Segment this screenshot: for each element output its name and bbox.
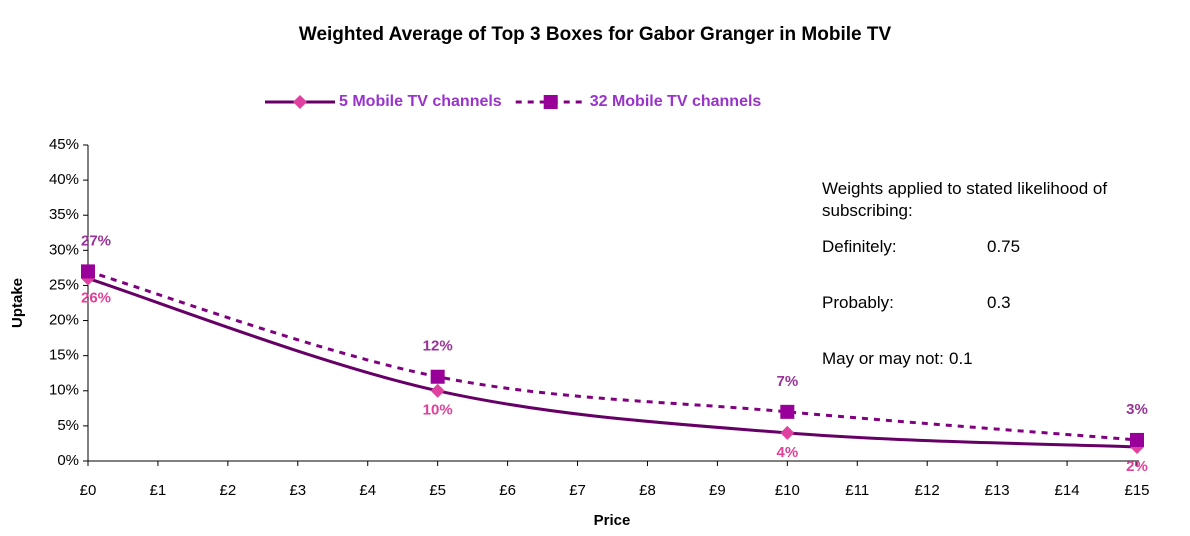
marker — [780, 404, 795, 419]
x-tick-label: £1 — [150, 482, 167, 499]
legend-marker — [293, 95, 307, 109]
x-tick-label: £6 — [499, 482, 516, 499]
x-tick-label: £10 — [775, 482, 800, 499]
weight-label: May or may not: — [822, 349, 944, 368]
data-label: 3% — [1126, 401, 1148, 418]
x-tick-label: £8 — [639, 482, 656, 499]
data-label: 10% — [423, 402, 453, 419]
y-tick-label: 5% — [57, 417, 79, 434]
data-label: 26% — [81, 289, 111, 306]
chart-title: Weighted Average of Top 3 Boxes for Gabo… — [299, 24, 892, 45]
x-tick-label: £2 — [220, 482, 237, 499]
y-tick-label: 45% — [49, 136, 79, 153]
data-label: 27% — [81, 232, 111, 249]
marker — [430, 383, 445, 398]
y-tick-label: 30% — [49, 241, 79, 258]
x-tick-label: £12 — [915, 482, 940, 499]
marker — [430, 369, 445, 384]
x-tick-label: £13 — [985, 482, 1010, 499]
weight-label: Probably: — [822, 293, 894, 312]
weight-label: Definitely: — [822, 237, 897, 256]
x-tick-label: £15 — [1124, 482, 1149, 499]
marker — [81, 264, 95, 279]
x-tick-label: £3 — [289, 482, 306, 499]
series-line — [87, 276, 1138, 449]
series-line — [87, 269, 1138, 442]
legend-marker — [543, 95, 558, 109]
x-tick-label: £9 — [709, 482, 726, 499]
data-label: 2% — [1126, 458, 1148, 475]
x-tick-label: £5 — [429, 482, 446, 499]
y-tick-label: 35% — [49, 206, 79, 223]
marker — [1130, 432, 1144, 447]
y-tick-label: 40% — [49, 171, 79, 188]
x-tick-label: £4 — [359, 482, 376, 499]
legend-label: 5 Mobile TV channels — [339, 93, 502, 110]
x-axis-title: Price — [594, 512, 631, 529]
x-tick-label: £14 — [1055, 482, 1080, 499]
y-tick-label: 25% — [49, 276, 79, 293]
x-tick-label: £7 — [569, 482, 586, 499]
y-tick-label: 10% — [49, 382, 79, 399]
x-tick-label: £0 — [80, 482, 97, 499]
y-tick-label: 0% — [57, 452, 79, 469]
weight-value: 0.3 — [987, 293, 1011, 312]
y-axis-title: Uptake — [9, 278, 26, 328]
annotation-text: Weights applied to stated likelihood of … — [822, 179, 1108, 220]
data-label: 12% — [423, 338, 453, 355]
legend-label: 32 Mobile TV channels — [590, 93, 762, 110]
marker — [780, 425, 795, 440]
weight-value: 0.75 — [987, 237, 1021, 256]
y-tick-label: 15% — [49, 347, 79, 364]
y-tick-label: 20% — [49, 312, 79, 329]
data-label: 4% — [776, 444, 798, 461]
x-tick-label: £11 — [845, 482, 869, 499]
weight-value: 0.1 — [949, 349, 973, 368]
data-label: 7% — [776, 373, 798, 390]
